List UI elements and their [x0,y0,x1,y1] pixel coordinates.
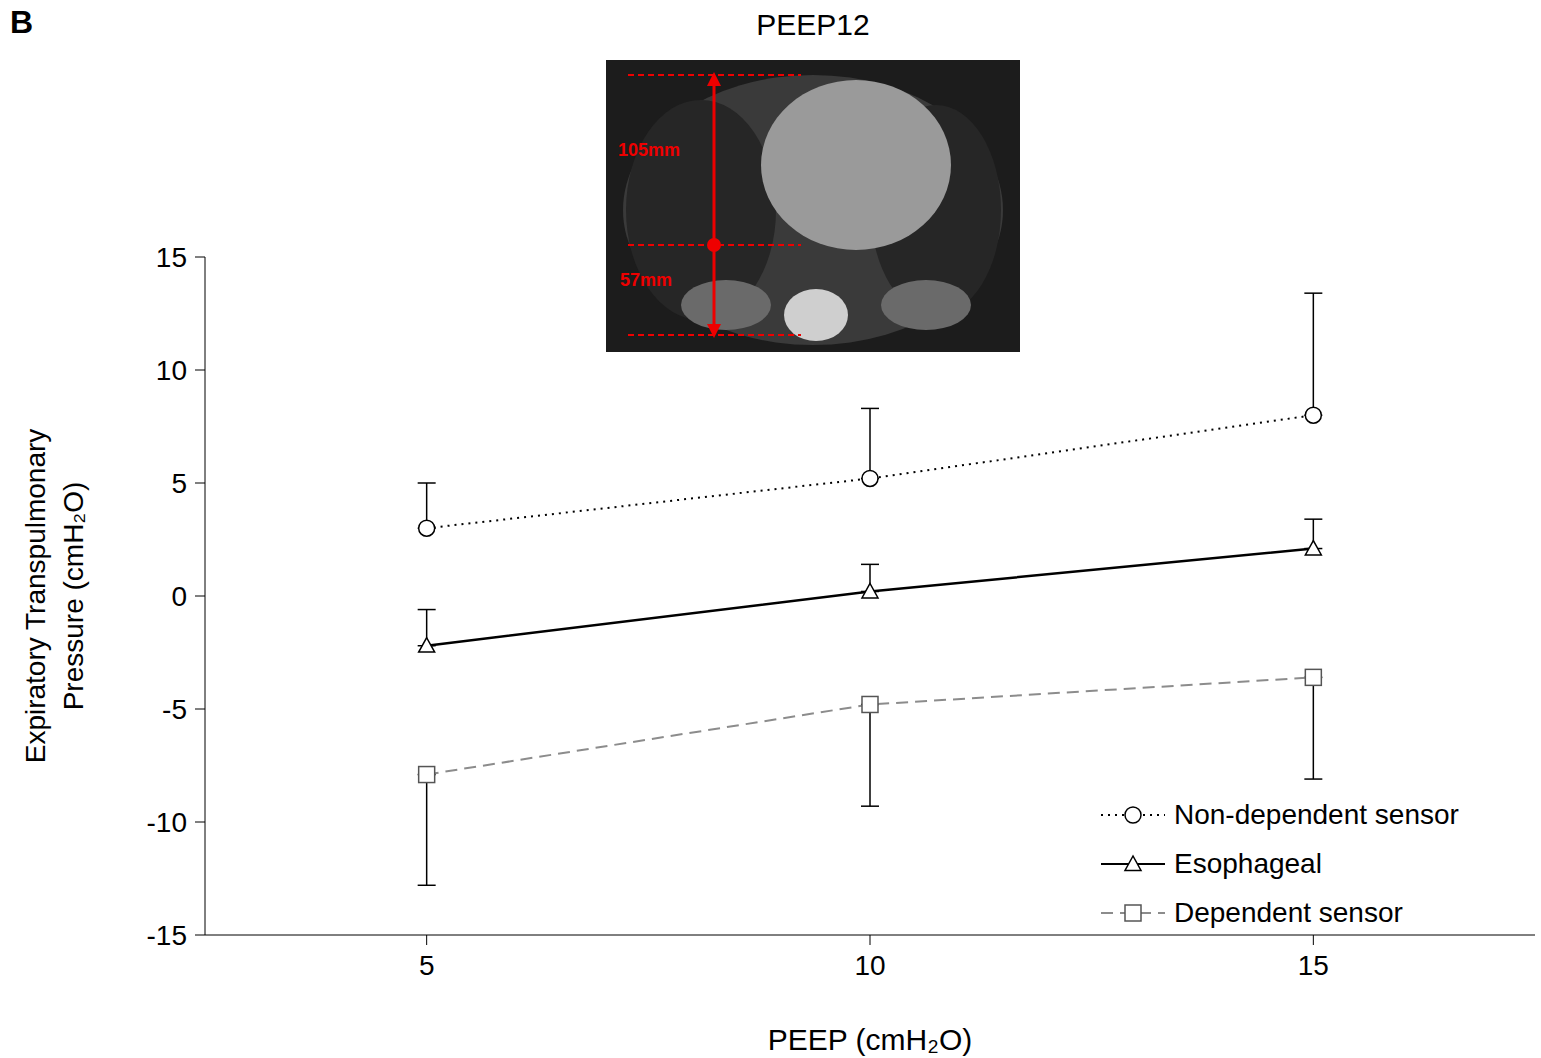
svg-text:105mm: 105mm [618,140,680,160]
html-text:Dependent sensor: Dependent sensor [1174,896,1403,928]
svg-text:57mm: 57mm [620,270,672,290]
svg-text:10: 10 [854,950,885,981]
svg-text:-15: -15 [147,920,187,951]
svg-text:-5: -5 [162,694,187,725]
svg-text:PEEP (cmH₂O): PEEP (cmH₂O) [768,1023,972,1056]
html-text:Non-dependent sensor: Non-dependent sensor [1174,798,1459,830]
svg-text:Pressure (cmH₂O): Pressure (cmH₂O) [58,482,89,711]
svg-text:5: 5 [419,950,435,981]
svg-text:-10: -10 [147,807,187,838]
svg-text:15: 15 [1298,950,1329,981]
svg-text:Expiratory Transpulmonary: Expiratory Transpulmonary [20,429,51,764]
html-text:PEEP12: PEEP12 [756,8,870,41]
html-text:B: B [10,4,34,40]
svg-text:0: 0 [171,581,187,612]
svg-text:10: 10 [156,355,187,386]
svg-text:5: 5 [171,468,187,499]
svg-text:15: 15 [156,242,187,273]
html-text:Esophageal: Esophageal [1174,847,1322,879]
